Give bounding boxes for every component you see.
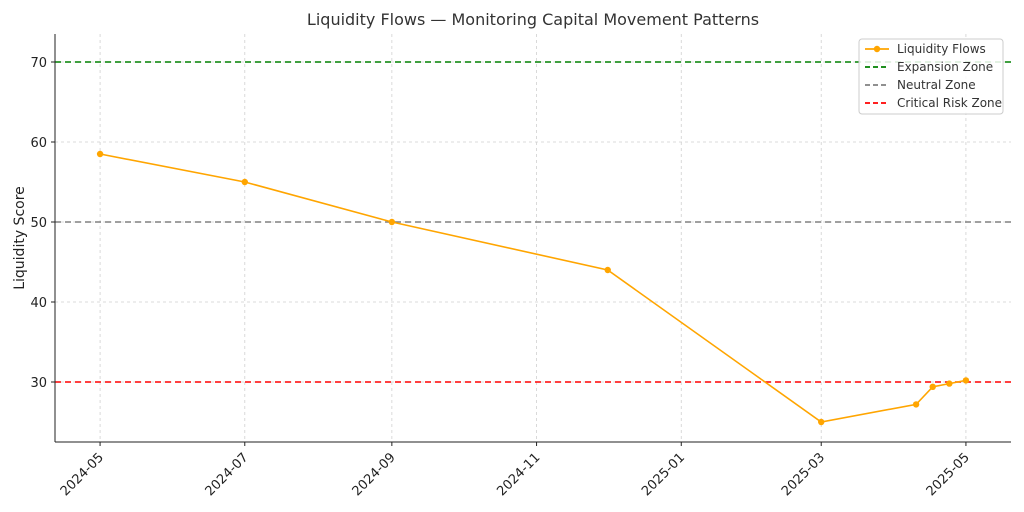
legend-label-2: Neutral Zone	[897, 78, 976, 92]
y-tick-label-3: 60	[30, 136, 47, 151]
data-point-1	[241, 178, 248, 186]
x-tick-label-5: 2025-03	[779, 450, 828, 499]
tick-labels: 30 40 50 60 70 2024-05 2024-07 2024-09 2024-11 20…	[30, 56, 972, 499]
y-tick-label-1: 40	[30, 296, 47, 311]
data-point-5	[912, 401, 920, 408]
y-tick-label-4: 70	[30, 56, 47, 71]
data-point-2	[388, 218, 396, 226]
chart-title: Liquidity Flows — Monitoring Capital Mov…	[307, 10, 759, 29]
x-tick-label-2: 2024-09	[350, 450, 399, 499]
x-tick-label-1: 2024-07	[203, 450, 252, 499]
legend-label-3: Critical Risk Zone	[897, 96, 1002, 110]
data-point-7	[946, 380, 953, 387]
data-point-4	[818, 418, 825, 426]
x-tick-label-3: 2024-11	[494, 450, 543, 499]
series-layer	[96, 150, 970, 426]
data-point-8	[962, 377, 970, 384]
legend-label-0: Liquidity Flows	[897, 42, 986, 56]
legend-marker-0	[873, 45, 881, 53]
legend-label-1: Expansion Zone	[897, 60, 993, 74]
axes	[54, 34, 1011, 443]
y-tick-label-0: 30	[30, 376, 47, 391]
data-point-6	[929, 383, 936, 390]
y-axis-label: Liquidity Score	[12, 186, 28, 290]
x-tick-label-0: 2024-05	[58, 450, 107, 499]
x-tick-label-4: 2025-01	[639, 450, 688, 499]
legend: Liquidity Flows Expansion Zone Neutral Zon…	[858, 38, 1004, 115]
legend-box	[858, 38, 1004, 115]
x-tick-label-6: 2025-05	[924, 450, 973, 499]
data-point-3	[604, 266, 611, 274]
data-point-0	[96, 150, 104, 158]
y-tick-label-2: 50	[30, 216, 47, 231]
